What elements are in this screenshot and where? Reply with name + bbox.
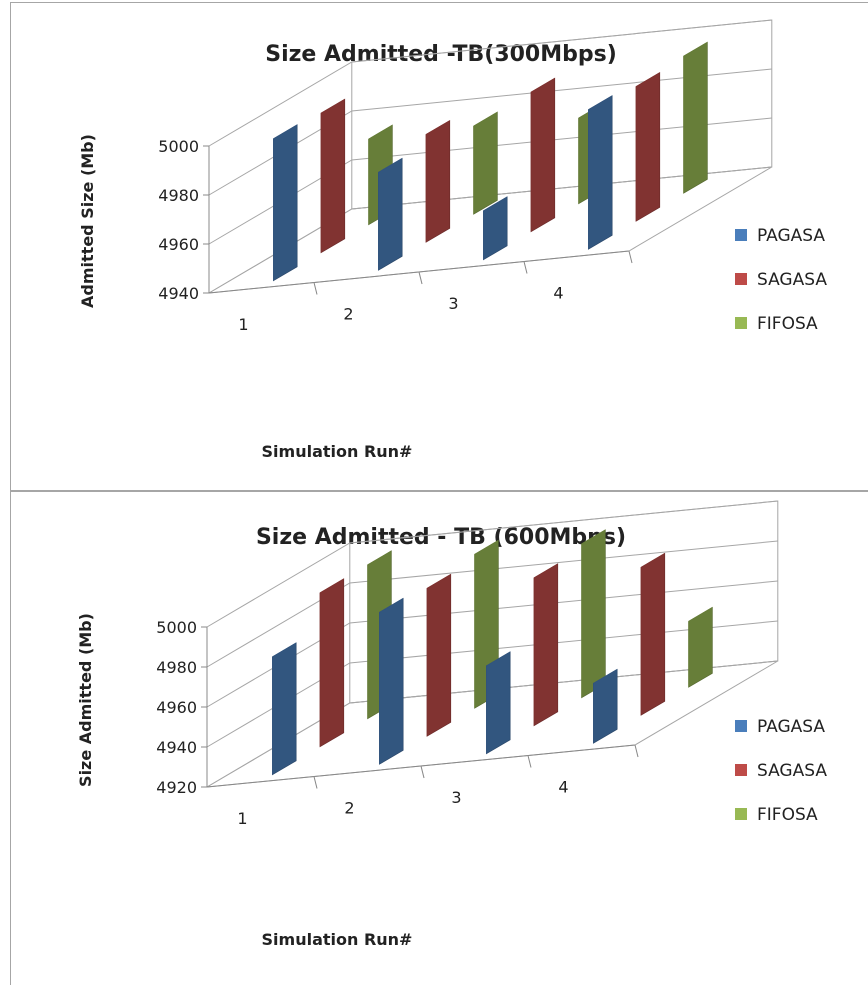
- legend-label-pagasa: PAGASA: [757, 717, 825, 737]
- chart-title: Size Admitted - TB (600Mbps): [256, 525, 626, 550]
- x-tick-label: 1: [238, 315, 248, 334]
- x-tick-label: 2: [344, 798, 354, 817]
- legend-label-sagasa: SAGASA: [757, 270, 827, 290]
- x-axis-title: Simulation Run#: [262, 442, 413, 461]
- chart-600mbps: Size Admitted - TB (600Mbps) Simulation …: [76, 500, 827, 949]
- y-axis-title: Size Admitted (Mb): [76, 613, 95, 787]
- bar-pagasa-run-4: [588, 95, 613, 250]
- bar-fifosa-run-3: [581, 529, 606, 699]
- y-tick-label: 4960: [158, 235, 199, 254]
- legend-label-fifosa: FIFOSA: [757, 805, 818, 825]
- y-tick-label: 4940: [158, 284, 199, 303]
- y-tick-label: 5000: [156, 618, 197, 637]
- bar-sagasa-run-2: [426, 573, 452, 737]
- legend-swatch-sagasa: [735, 273, 747, 285]
- bar-fifosa-run-2: [473, 111, 498, 215]
- bar-sagasa-run-2: [425, 119, 451, 243]
- bar-sagasa-run-1: [320, 98, 346, 254]
- bars: [272, 529, 713, 776]
- legend-swatch-pagasa: [735, 720, 747, 732]
- bar-pagasa-run-1: [273, 124, 298, 282]
- bar-pagasa-run-2: [379, 597, 404, 765]
- x-tick-label: 4: [558, 777, 568, 796]
- legend-label-pagasa: PAGASA: [757, 226, 825, 246]
- bar-pagasa-run-4: [593, 668, 618, 744]
- x-tick-label: 3: [451, 788, 461, 807]
- legend-label-sagasa: SAGASA: [757, 761, 827, 781]
- x-tick-label: 3: [448, 294, 458, 313]
- chart-300mbps: Size Admitted -TB(300Mbps) Simulation Ru…: [78, 19, 827, 461]
- chart-panel-300mbps: Size Admitted -TB(300Mbps) Simulation Ru…: [10, 2, 868, 491]
- bar-fifosa-run-4: [688, 606, 713, 688]
- bar-sagasa-run-3: [530, 77, 556, 233]
- y-tick-label: 4920: [156, 778, 197, 797]
- plot-walls: [201, 500, 779, 789]
- bar-pagasa-run-1: [272, 642, 297, 776]
- bar-pagasa-run-3: [483, 196, 508, 261]
- bars: [273, 41, 708, 282]
- legend-swatch-sagasa: [735, 764, 747, 776]
- bar-sagasa-run-1: [319, 578, 345, 748]
- bar-pagasa-run-3: [486, 651, 511, 755]
- y-tick-label: 5000: [158, 137, 199, 156]
- bar-sagasa-run-4: [635, 71, 661, 222]
- y-tick-label: 4980: [156, 658, 197, 677]
- bar-sagasa-run-4: [640, 552, 666, 716]
- bar-fifosa-run-4: [683, 41, 708, 194]
- chart-title: Size Admitted -TB(300Mbps): [265, 42, 617, 67]
- bar-sagasa-run-3: [533, 563, 559, 727]
- legend: PAGASA SAGASA FIFOSA: [735, 717, 827, 825]
- legend: PAGASA SAGASA FIFOSA: [735, 226, 827, 334]
- y-tick-label: 4980: [158, 186, 199, 205]
- legend-swatch-pagasa: [735, 229, 747, 241]
- plot-walls: [203, 19, 773, 295]
- legend-label-fifosa: FIFOSA: [757, 314, 818, 334]
- legend-swatch-fifosa: [735, 317, 747, 329]
- y-tick-label: 4960: [156, 698, 197, 717]
- x-axis-title: Simulation Run#: [262, 930, 413, 949]
- y-axis-title: Admitted Size (Mb): [78, 134, 97, 308]
- y-tick-label: 4940: [156, 738, 197, 757]
- chart-panel-600mbps: Size Admitted - TB (600Mbps) Simulation …: [10, 491, 868, 985]
- bar-pagasa-run-2: [378, 157, 403, 271]
- x-tick-label: 1: [237, 809, 247, 828]
- x-tick-label: 2: [343, 304, 353, 323]
- x-tick-label: 4: [553, 283, 563, 302]
- legend-swatch-fifosa: [735, 808, 747, 820]
